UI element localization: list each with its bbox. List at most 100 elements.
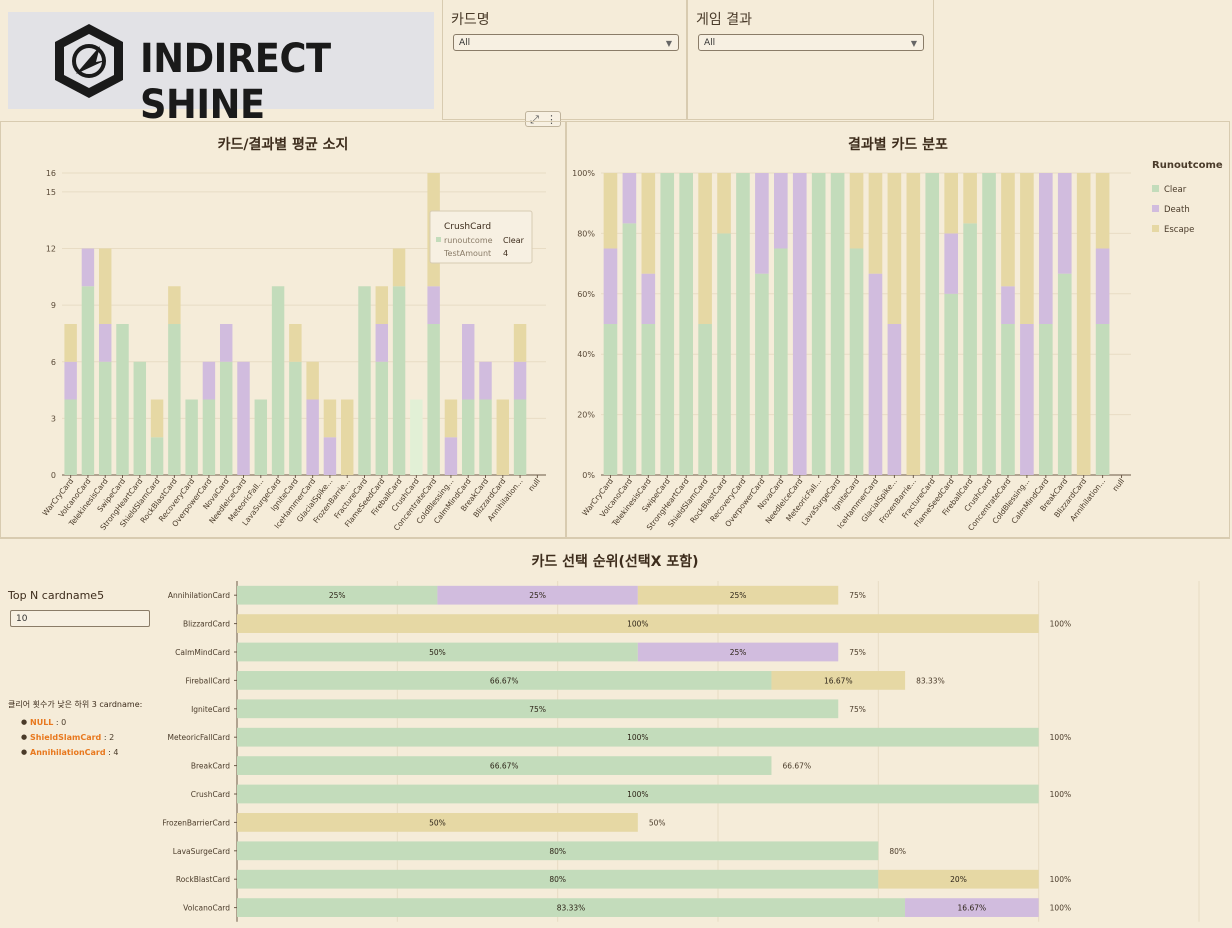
bar-segment-escape[interactable] <box>771 671 906 690</box>
bar-segment-death[interactable] <box>755 173 769 274</box>
bar-segment-death[interactable] <box>98 324 112 362</box>
legend-swatch-clear[interactable] <box>1152 185 1159 192</box>
bar-segment-clear[interactable] <box>830 173 845 475</box>
bar-segment-escape[interactable] <box>698 173 712 324</box>
bar-segment-clear[interactable] <box>925 173 940 475</box>
bar-segment-escape[interactable] <box>168 286 181 324</box>
bar-segment-clear[interactable] <box>150 437 164 475</box>
bar-segment-death[interactable] <box>323 437 337 475</box>
bar-segment-clear[interactable] <box>289 361 302 475</box>
bar-segment-death[interactable] <box>444 437 458 475</box>
bar-segment-escape[interactable] <box>340 399 354 476</box>
bar-segment-death[interactable] <box>437 585 638 605</box>
bar-segment-clear[interactable] <box>254 399 268 476</box>
bar-segment-escape[interactable] <box>1020 173 1034 324</box>
result-filter-select[interactable]: All ▼ <box>698 34 924 51</box>
bar-segment-escape[interactable] <box>887 173 902 324</box>
bar-segment-escape[interactable] <box>237 813 638 832</box>
legend-label[interactable]: Death <box>1164 205 1190 215</box>
bar-segment-clear[interactable] <box>168 324 181 475</box>
bar-segment-escape[interactable] <box>944 173 958 234</box>
bar-segment-escape[interactable] <box>717 173 731 234</box>
bar-segment-clear[interactable] <box>963 223 977 475</box>
bar-segment-clear[interactable] <box>237 784 1039 804</box>
bar-segment-death[interactable] <box>905 898 1039 917</box>
bar-segment-clear[interactable] <box>1001 324 1015 475</box>
bar-segment-death[interactable] <box>641 273 656 324</box>
legend-label[interactable]: Clear <box>1164 185 1187 195</box>
bar-segment-escape[interactable] <box>906 173 921 475</box>
bar-segment-death[interactable] <box>219 324 233 362</box>
bar-segment-death[interactable] <box>64 361 77 400</box>
bar-segment-clear[interactable] <box>641 324 656 475</box>
bar-segment-death[interactable] <box>202 361 216 400</box>
bar-segment-clear[interactable] <box>185 399 198 476</box>
bar-segment-death[interactable] <box>1057 173 1072 274</box>
bar-segment-clear[interactable] <box>237 642 638 662</box>
bar-segment-clear[interactable] <box>622 223 637 475</box>
bar-segment-clear[interactable] <box>237 869 879 889</box>
bar-segment-escape[interactable] <box>1095 173 1110 249</box>
bar-segment-clear[interactable] <box>237 699 839 719</box>
bar-segment-death[interactable] <box>306 399 319 476</box>
bar-segment-escape[interactable] <box>513 324 527 362</box>
bar-segment-clear[interactable] <box>774 248 788 476</box>
bar-segment-clear[interactable] <box>982 173 996 475</box>
bar-segment-death[interactable] <box>944 233 958 294</box>
bar-segment-clear[interactable] <box>358 286 371 475</box>
bar-segment-clear[interactable] <box>237 727 1039 747</box>
bar-segment-escape[interactable] <box>641 173 656 274</box>
bar-segment-death[interactable] <box>1039 173 1053 324</box>
bar-segment-escape[interactable] <box>98 248 112 325</box>
bar-segment-death[interactable] <box>513 361 527 400</box>
bar-segment-clear[interactable] <box>392 286 406 475</box>
bar-segment-clear[interactable] <box>603 324 618 475</box>
bar-segment-clear[interactable] <box>427 324 440 475</box>
bar-segment-escape[interactable] <box>323 399 337 438</box>
bar-segment-death[interactable] <box>81 248 95 287</box>
bar-segment-death[interactable] <box>1001 286 1015 324</box>
bar-segment-clear[interactable] <box>219 361 233 475</box>
bar-segment-clear[interactable] <box>698 324 712 475</box>
topn-input[interactable]: 10 <box>10 610 150 627</box>
bar-segment-death[interactable] <box>237 361 250 475</box>
bar-segment-clear[interactable] <box>237 841 879 861</box>
bar-segment-escape[interactable] <box>878 869 1039 889</box>
bar-segment-escape[interactable] <box>1001 173 1015 287</box>
bar-segment-escape[interactable] <box>1076 173 1091 475</box>
bar-segment-escape[interactable] <box>849 173 864 249</box>
bar-segment-escape[interactable] <box>289 324 302 362</box>
bar-segment-clear[interactable] <box>133 361 147 475</box>
bar-segment-escape[interactable] <box>637 585 839 605</box>
bar-segment-death[interactable] <box>1020 324 1034 475</box>
legend-label[interactable]: Escape <box>1164 225 1194 235</box>
bar-segment-clear[interactable] <box>237 756 772 775</box>
bar-segment-clear[interactable] <box>271 286 285 475</box>
bar-segment-clear[interactable] <box>1057 273 1072 475</box>
bar-segment-death[interactable] <box>461 324 475 400</box>
bar-segment-clear[interactable] <box>81 286 95 475</box>
bar-segment-clear[interactable] <box>717 233 731 475</box>
bar-segment-escape[interactable] <box>64 324 77 362</box>
bar-segment-escape[interactable] <box>306 361 319 400</box>
more-options-icon[interactable]: ⋮ <box>546 113 557 126</box>
bar-segment-clear[interactable] <box>237 585 438 605</box>
bar-segment-clear[interactable] <box>237 671 772 690</box>
bar-segment-escape[interactable] <box>496 399 510 476</box>
bar-segment-escape[interactable] <box>392 248 406 287</box>
bar-segment-clear[interactable] <box>1095 324 1110 475</box>
bar-segment-clear[interactable] <box>755 273 769 475</box>
bar-segment-death[interactable] <box>1095 248 1110 325</box>
bar-segment-escape[interactable] <box>868 173 883 274</box>
bar-segment-clear[interactable] <box>513 399 527 476</box>
bar-segment-clear[interactable] <box>64 399 77 476</box>
bar-segment-death[interactable] <box>603 248 618 325</box>
expand-icon[interactable]: ⤢ <box>530 113 539 126</box>
bar-segment-escape[interactable] <box>963 173 977 224</box>
bar-segment-clear[interactable] <box>1039 324 1053 475</box>
legend-swatch-escape[interactable] <box>1152 225 1159 232</box>
bar-segment-death[interactable] <box>375 324 389 362</box>
bar-segment-escape[interactable] <box>150 399 164 438</box>
bar-segment-clear[interactable] <box>736 173 750 475</box>
bar-segment-clear[interactable] <box>237 898 906 917</box>
